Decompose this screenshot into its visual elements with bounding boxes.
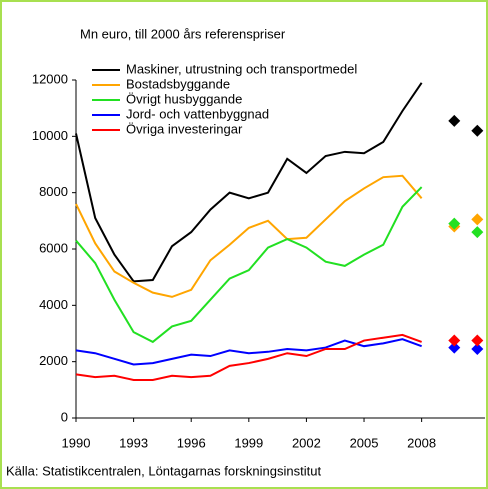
legend-label: Övriga investeringar <box>126 121 243 136</box>
legend-label: Bostadsbyggande <box>126 76 230 91</box>
x-tick-label: 1993 <box>119 435 148 450</box>
forecast-marker <box>448 114 461 127</box>
y-tick-label: 10000 <box>32 128 68 143</box>
legend-label: Övrigt husbyggande <box>126 91 242 106</box>
x-tick-label: 2002 <box>292 435 321 450</box>
x-tick-label: 1996 <box>177 435 206 450</box>
y-tick-label: 12000 <box>32 71 68 86</box>
legend-label: Maskiner, utrustning och transportmedel <box>126 61 357 76</box>
series-line <box>75 333 422 381</box>
series-line <box>75 338 422 366</box>
series-line <box>75 174 423 298</box>
y-tick-label: 4000 <box>39 297 68 312</box>
y-tick-label: 6000 <box>39 240 68 255</box>
source: Källa: Statistikcentralen, Löntagarnas f… <box>6 463 321 478</box>
series-line <box>75 82 423 283</box>
forecast-marker <box>471 226 484 239</box>
forecast-marker <box>471 213 484 226</box>
legend-label: Jord- och vattenbyggnad <box>126 106 269 121</box>
y-tick-label: 0 <box>61 409 68 424</box>
y-tick-label: 8000 <box>39 184 68 199</box>
forecast-marker <box>471 124 484 137</box>
forecast-marker <box>471 334 484 347</box>
forecast-marker <box>448 334 461 347</box>
forecast-marker <box>448 217 461 230</box>
x-tick-label: 2005 <box>350 435 379 450</box>
x-tick-label: 2008 <box>407 435 436 450</box>
y-tick-label: 2000 <box>39 353 68 368</box>
chart-title: Mn euro, till 2000 års referenspriser <box>80 26 286 41</box>
forecast-marker <box>471 342 484 355</box>
x-tick-label: 1999 <box>234 435 263 450</box>
x-tick-label: 1990 <box>62 435 91 450</box>
series-line <box>75 186 423 344</box>
forecast-marker <box>448 341 461 354</box>
